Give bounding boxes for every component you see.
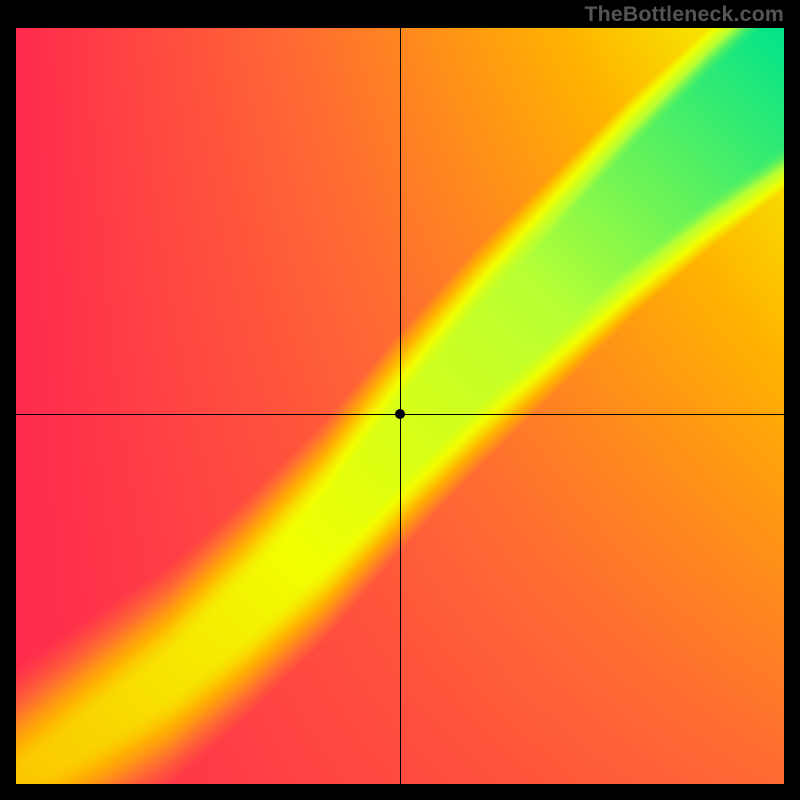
- heatmap-plot: [16, 28, 784, 784]
- watermark-text: TheBottleneck.com: [584, 2, 784, 27]
- heatmap-canvas: [16, 28, 784, 784]
